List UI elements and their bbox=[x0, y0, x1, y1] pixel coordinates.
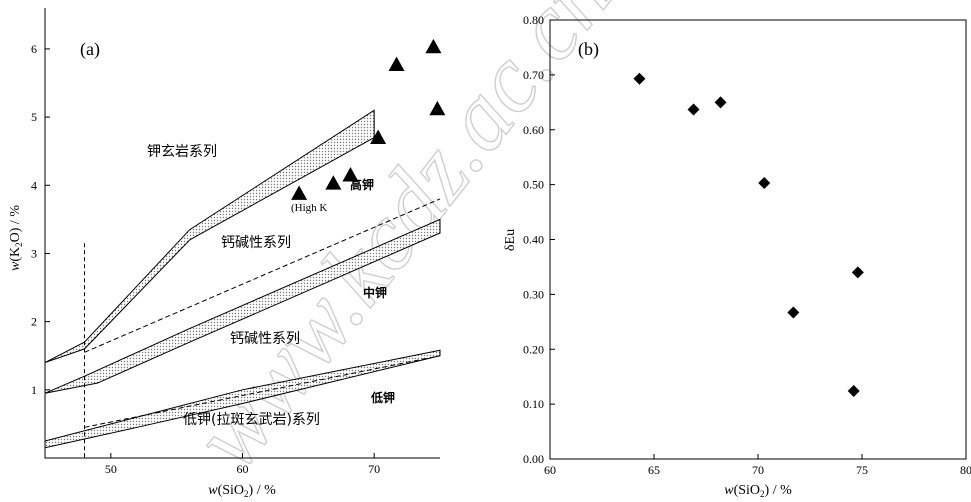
x-tick-label-b: 80 bbox=[960, 463, 971, 477]
y-tick-label-b: 0.50 bbox=[523, 178, 544, 192]
diamond-point bbox=[687, 103, 700, 116]
data-points-b bbox=[633, 72, 864, 397]
triangle-point bbox=[370, 129, 387, 144]
diamond-point bbox=[758, 176, 771, 189]
label-low-k-tholeiite-series: 低钾(拉斑玄武岩)系列 bbox=[183, 411, 320, 428]
triangle-point bbox=[342, 167, 359, 182]
triangle-point bbox=[291, 185, 308, 200]
y-ticks-a: 1 2 3 4 5 6 bbox=[31, 42, 50, 397]
y-tick-label-b: 0.80 bbox=[523, 13, 544, 27]
panel-b: 60 65 70 75 80 0.000.100.200.300.400.500.600… bbox=[503, 13, 971, 499]
x-tick-label-a: 50 bbox=[105, 462, 117, 476]
x-axis-title-a: w(SiO2) / % bbox=[208, 483, 276, 499]
y-tick-label-a: 5 bbox=[31, 110, 37, 124]
label-low-k: 低钾 bbox=[370, 390, 395, 405]
triangle-point bbox=[388, 56, 405, 71]
y-tick-label-a: 3 bbox=[31, 246, 37, 260]
diamond-point bbox=[847, 384, 860, 397]
panel-label-b: (b) bbox=[578, 39, 599, 60]
data-points-a bbox=[291, 38, 446, 200]
y-tick-label-a: 4 bbox=[31, 178, 37, 192]
dashed-boundary-1 bbox=[84, 198, 441, 353]
diamond-point bbox=[787, 306, 800, 319]
y-ticks-b: 0.00 0.10 0.20 0.30 0.40 0.50 0.60 0.70 0.80 bbox=[523, 13, 555, 466]
x-ticks-a: 50 60 70 bbox=[105, 453, 380, 476]
y-tick-label-b: 0.40 bbox=[523, 233, 544, 247]
plot-frame-b bbox=[549, 19, 967, 460]
y-tick-label-b: 0.00 bbox=[523, 452, 544, 466]
label-shoshonite-series: 钾玄岩系列 bbox=[147, 143, 217, 160]
panel-a: 50 60 70 1 2 3 4 5 6 (a) 钾玄岩系列 钙碱性系列 高钾 (High K… bbox=[8, 8, 446, 499]
x-tick-label-a: 60 bbox=[237, 462, 249, 476]
y-tick-label-a: 1 bbox=[31, 383, 37, 397]
y-axis-title-a: w(K2O) / % bbox=[8, 205, 24, 271]
diamond-point bbox=[633, 72, 646, 85]
label-medium-k: 中钾 bbox=[363, 285, 387, 300]
x-tick-label-b: 60 bbox=[544, 463, 556, 477]
y-axis-title-b: δEu bbox=[503, 229, 518, 251]
boundary-band-1 bbox=[44, 109, 375, 364]
x-axis-title-b: w(SiO2) / % bbox=[724, 483, 792, 499]
y-tick-label-b: 0.10 bbox=[523, 397, 544, 411]
panel-label-a: (a) bbox=[80, 39, 100, 60]
x-tick-label-b: 65 bbox=[648, 463, 660, 477]
axes-frame-a bbox=[44, 8, 440, 459]
label-high-k: 高钾 bbox=[350, 177, 374, 192]
triangle-point bbox=[429, 100, 446, 116]
axes-a bbox=[44, 8, 440, 459]
field-boundaries-a bbox=[44, 109, 441, 458]
diamond-point bbox=[851, 266, 864, 279]
triangle-point bbox=[325, 175, 342, 190]
x-tick-label-a: 70 bbox=[368, 462, 380, 476]
label-high-k-calc-alkaline-series: 钙碱性系列 bbox=[221, 235, 291, 251]
dashed-boundary-2 bbox=[84, 355, 441, 428]
y-tick-label-b: 0.20 bbox=[523, 342, 544, 356]
y-tick-label-a: 6 bbox=[31, 42, 37, 56]
x-ticks-b: 60 65 70 75 80 bbox=[544, 454, 971, 477]
y-tick-label-a: 2 bbox=[31, 315, 37, 329]
y-tick-label-b: 0.60 bbox=[523, 123, 544, 137]
y-tick-label-b: 0.30 bbox=[523, 287, 544, 301]
diamond-point bbox=[714, 96, 727, 109]
label-calc-alkaline-series: 钙碱性系列 bbox=[230, 331, 300, 347]
boundary-band-2 bbox=[44, 218, 441, 394]
x-tick-label-b: 70 bbox=[752, 463, 764, 477]
triangle-point bbox=[425, 38, 442, 54]
y-tick-label-b: 0.70 bbox=[523, 68, 544, 82]
label-high-k-en: (High K bbox=[291, 202, 327, 214]
x-tick-label-b: 75 bbox=[856, 463, 868, 477]
